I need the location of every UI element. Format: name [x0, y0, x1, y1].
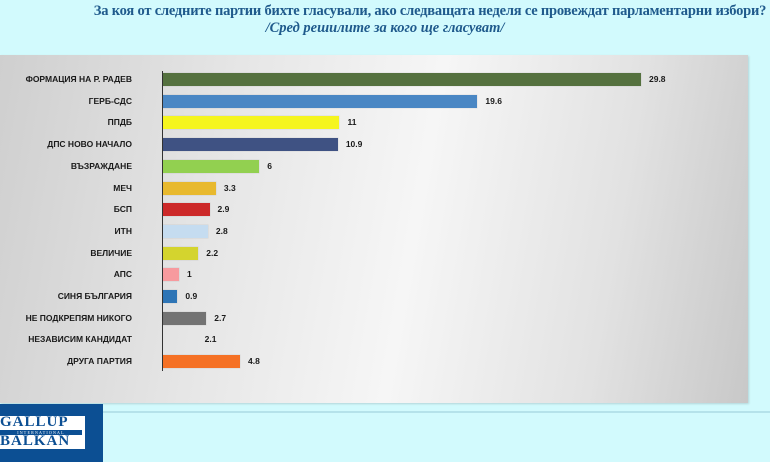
category-label: ВЕЛИЧИЕ	[90, 247, 132, 258]
category-label: ППДБ	[107, 117, 132, 128]
category-label: СИНЯ БЪЛГАРИЯ	[57, 291, 132, 301]
category-label: ГЕРБ-СДС	[88, 95, 132, 106]
chart-title: За коя от следните партии бихте гласувал…	[93, 3, 767, 19]
bar	[163, 290, 178, 303]
bar	[163, 355, 240, 369]
bar-row: БСП 2.9	[0, 203, 748, 217]
value-label: 19.6	[485, 95, 502, 106]
chart-panel: ФОРМАЦИЯ НА Р. РАДЕВ 29.8 ГЕРБ-СДС 19.6 ППДБ…	[0, 55, 748, 403]
bar	[163, 203, 210, 217]
value-label: 3.3	[223, 182, 236, 193]
bar	[163, 181, 216, 195]
category-label: ДРУГА ПАРТИЯ	[67, 356, 132, 367]
category-label: БСП	[113, 204, 132, 215]
bar-row: АПС 1	[0, 268, 748, 282]
bar	[163, 94, 478, 108]
bar-row: НЕ ПОДКРЕПЯМ НИКОГО 2.7	[0, 311, 748, 326]
footer-logo-box: GALLUP INTERNATIONAL BALKAN	[0, 404, 103, 462]
bar	[163, 311, 207, 325]
bar-row: ИТН 2.8	[0, 224, 748, 239]
value-label: 10.9	[345, 139, 363, 150]
bar	[163, 224, 208, 238]
category-label: ФОРМАЦИЯ НА Р. РАДЕВ	[25, 74, 132, 84]
value-label: 6	[267, 160, 272, 171]
bar-row: ВЕЛИЧИЕ 2.2	[0, 246, 748, 261]
category-label: НЕЗАВИСИМ КАНДИДАТ	[28, 334, 132, 345]
category-label: ДПС НОВО НАЧАЛО	[47, 139, 132, 150]
value-label: 2.1	[204, 334, 217, 345]
bar	[163, 116, 340, 130]
category-label: АПС	[113, 269, 132, 280]
bar	[163, 73, 641, 86]
bar-row: ДРУГА ПАРТИЯ 4.8	[0, 355, 748, 369]
gallup-logo: GALLUP INTERNATIONAL BALKAN	[0, 416, 85, 449]
bar-row: ВЪЗРАЖДАНЕ 6	[0, 159, 748, 174]
value-label: 0.9	[185, 291, 198, 301]
logo-text-gallup: GALLUP	[0, 416, 69, 430]
value-label: 29.8	[648, 74, 666, 84]
logo-text-international: INTERNATIONAL	[0, 430, 82, 435]
bar-row: НЕЗАВИСИМ КАНДИДАТ 2.1	[0, 333, 748, 347]
value-label: 2.8	[215, 225, 228, 236]
value-label: 4.8	[247, 356, 260, 367]
value-label: 2.9	[217, 204, 230, 215]
bar-row: МЕЧ 3.3	[0, 181, 748, 196]
bar	[163, 268, 180, 282]
category-label: ВЪЗРАЖДАНЕ	[70, 160, 132, 171]
category-label: ИТН	[114, 225, 132, 236]
bar-row: ГЕРБ-СДС 19.6	[0, 94, 748, 109]
bar-row: ФОРМАЦИЯ НА Р. РАДЕВ 29.8	[0, 73, 748, 87]
bar-row: ППДБ 11	[0, 116, 748, 130]
value-label: 2.2	[206, 247, 219, 258]
bar	[163, 159, 260, 173]
footer-divider	[0, 411, 770, 413]
chart-subtitle: /Сред решилите за кого ще гласуват/	[265, 20, 505, 36]
bar-row: ДПС НОВО НАЧАЛО 10.9	[0, 138, 748, 152]
category-label: НЕ ПОДКРЕПЯМ НИКОГО	[25, 312, 132, 323]
value-label: 1	[187, 269, 192, 280]
bar	[163, 333, 197, 346]
category-label: МЕЧ	[113, 182, 132, 193]
logo-text-balkan: BALKAN	[0, 433, 71, 449]
y-axis-line	[162, 71, 163, 371]
bar-row: СИНЯ БЪЛГАРИЯ 0.9	[0, 290, 748, 304]
value-label: 2.7	[214, 312, 227, 323]
bar	[163, 246, 199, 260]
value-label: 11	[347, 117, 357, 128]
bar	[163, 138, 338, 152]
